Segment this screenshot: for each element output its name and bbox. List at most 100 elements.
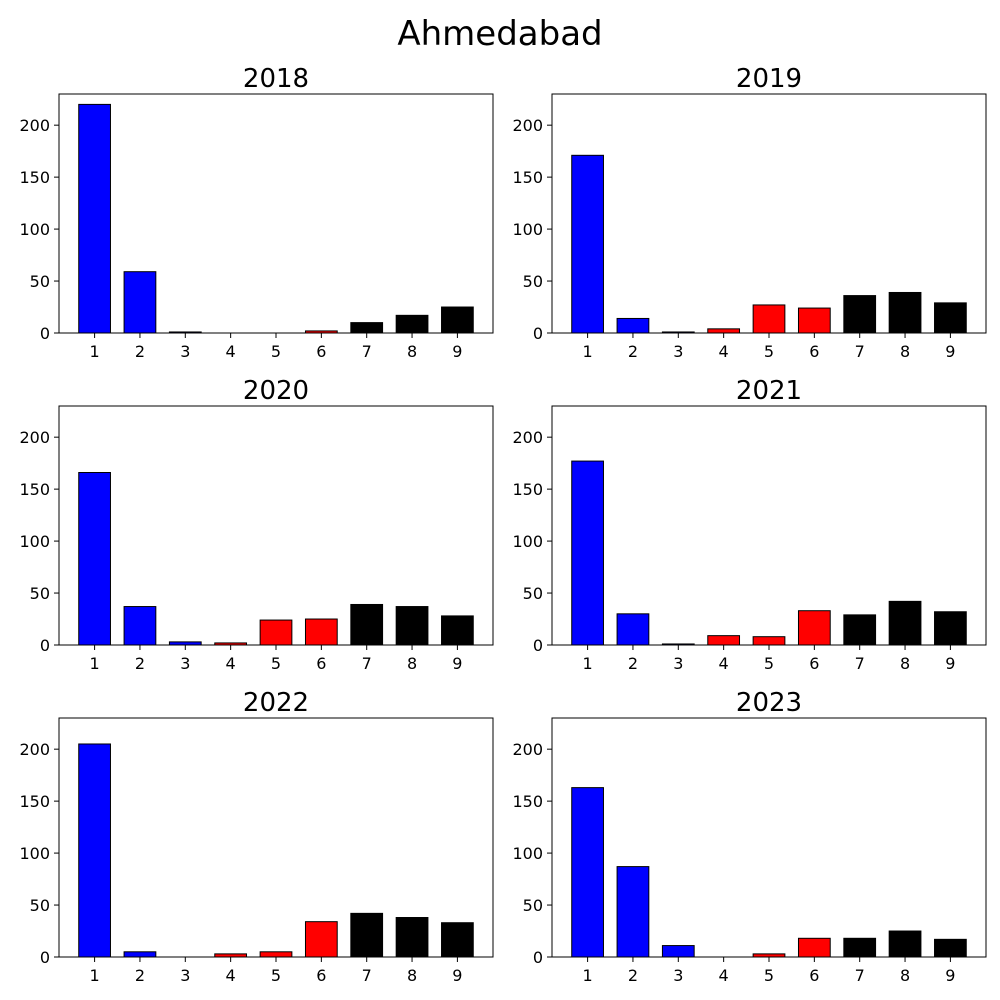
x-tick-label: 2 bbox=[628, 342, 638, 361]
x-tick-label: 3 bbox=[180, 966, 190, 985]
bar-9 bbox=[441, 615, 474, 646]
x-tick-label: 5 bbox=[271, 342, 281, 361]
x-tick-label: 5 bbox=[271, 966, 281, 985]
bar-5 bbox=[752, 636, 786, 646]
bar-9 bbox=[934, 938, 967, 958]
x-tick-label: 6 bbox=[809, 654, 819, 673]
x-tick-label: 2 bbox=[135, 966, 145, 985]
bar-6 bbox=[797, 610, 831, 646]
x-tick-label: 8 bbox=[407, 342, 417, 361]
x-tick-label: 4 bbox=[226, 654, 236, 673]
x-tick-label: 6 bbox=[809, 966, 819, 985]
x-tick-label: 5 bbox=[271, 654, 281, 673]
bar-8 bbox=[395, 314, 429, 334]
x-tick-label: 7 bbox=[362, 654, 372, 673]
bar-2 bbox=[123, 606, 157, 646]
y-tick-label: 200 bbox=[512, 740, 543, 759]
bar-7 bbox=[843, 614, 877, 646]
x-tick-label: 7 bbox=[855, 342, 865, 361]
x-tick-label: 2 bbox=[135, 342, 145, 361]
y-tick-label: 50 bbox=[523, 896, 543, 915]
bar-6 bbox=[797, 307, 831, 334]
bar-5 bbox=[259, 619, 293, 646]
subplot-2018: 2018 0 50 100 150 200 1 2 3 4 5 6 7 8 9 bbox=[19, 64, 494, 361]
bar-7 bbox=[350, 603, 384, 646]
x-tick-label: 4 bbox=[226, 966, 236, 985]
x-tick-label: 6 bbox=[809, 342, 819, 361]
x-tick-label: 7 bbox=[362, 966, 372, 985]
y-tick-label: 0 bbox=[40, 636, 50, 655]
y-tick-label: 50 bbox=[30, 584, 50, 603]
bar-1 bbox=[571, 460, 604, 646]
x-tick-label: 2 bbox=[628, 966, 638, 985]
bar-7 bbox=[350, 912, 384, 958]
y-tick-label: 150 bbox=[19, 480, 50, 499]
y-tick-label: 0 bbox=[40, 324, 50, 343]
y-tick-label: 150 bbox=[19, 792, 50, 811]
y-tick-label: 150 bbox=[512, 168, 543, 187]
y-tick-label: 50 bbox=[523, 584, 543, 603]
x-tick-label: 1 bbox=[583, 654, 593, 673]
bar-2 bbox=[616, 866, 650, 958]
bar-5 bbox=[752, 304, 786, 334]
x-tick-label: 1 bbox=[583, 966, 593, 985]
y-tick-label: 200 bbox=[19, 116, 50, 135]
y-tick-label: 200 bbox=[19, 740, 50, 759]
x-tick-label: 1 bbox=[90, 654, 100, 673]
x-tick-label: 3 bbox=[673, 966, 683, 985]
y-tick-label: 100 bbox=[19, 844, 50, 863]
subplot-2020: 2020 0 50 100 150 200 1 2 3 4 5 6 7 8 9 bbox=[19, 376, 494, 673]
bar-6 bbox=[304, 618, 338, 646]
x-tick-label: 3 bbox=[673, 654, 683, 673]
subplot-title: 2018 bbox=[243, 64, 309, 94]
y-tick-label: 0 bbox=[40, 948, 50, 967]
x-tick-label: 9 bbox=[945, 654, 955, 673]
bar-7 bbox=[350, 322, 384, 334]
bar-9 bbox=[441, 922, 474, 958]
y-tick-label: 150 bbox=[512, 480, 543, 499]
y-tick-label: 50 bbox=[30, 896, 50, 915]
x-tick-label: 1 bbox=[583, 342, 593, 361]
y-tick-label: 0 bbox=[533, 636, 543, 655]
bar-7 bbox=[843, 937, 877, 958]
y-tick-label: 150 bbox=[512, 792, 543, 811]
bar-6 bbox=[304, 921, 338, 958]
subplot-title: 2022 bbox=[243, 688, 309, 718]
y-tick-label: 200 bbox=[512, 428, 543, 447]
y-tick-label: 50 bbox=[523, 272, 543, 291]
bar-2 bbox=[123, 271, 157, 334]
x-tick-label: 9 bbox=[945, 966, 955, 985]
bar-1 bbox=[571, 154, 604, 334]
x-tick-label: 8 bbox=[900, 966, 910, 985]
bar-3 bbox=[661, 945, 695, 958]
bar-7 bbox=[843, 295, 877, 334]
bar-4 bbox=[707, 635, 741, 646]
bar-8 bbox=[888, 600, 922, 646]
x-tick-label: 4 bbox=[719, 654, 729, 673]
x-tick-label: 9 bbox=[452, 966, 462, 985]
bar-1 bbox=[78, 103, 111, 334]
x-tick-label: 4 bbox=[719, 342, 729, 361]
y-tick-label: 100 bbox=[19, 532, 50, 551]
x-tick-label: 5 bbox=[764, 966, 774, 985]
subplot-2022: 2022 0 50 100 150 200 1 2 3 4 5 6 7 8 9 bbox=[19, 688, 494, 985]
x-tick-label: 6 bbox=[316, 654, 326, 673]
x-tick-label: 8 bbox=[407, 654, 417, 673]
bar-2 bbox=[616, 613, 650, 646]
y-tick-label: 150 bbox=[19, 168, 50, 187]
y-tick-label: 0 bbox=[533, 948, 543, 967]
x-tick-label: 7 bbox=[855, 654, 865, 673]
bar-9 bbox=[441, 306, 474, 334]
bar-8 bbox=[888, 930, 922, 958]
x-tick-label: 5 bbox=[764, 654, 774, 673]
x-tick-label: 9 bbox=[452, 342, 462, 361]
x-tick-label: 1 bbox=[90, 966, 100, 985]
x-tick-label: 1 bbox=[90, 342, 100, 361]
y-tick-label: 200 bbox=[512, 116, 543, 135]
bar-8 bbox=[395, 606, 429, 646]
y-tick-label: 100 bbox=[512, 844, 543, 863]
y-tick-label: 200 bbox=[19, 428, 50, 447]
x-tick-label: 6 bbox=[316, 342, 326, 361]
subplot-title: 2021 bbox=[736, 376, 802, 406]
